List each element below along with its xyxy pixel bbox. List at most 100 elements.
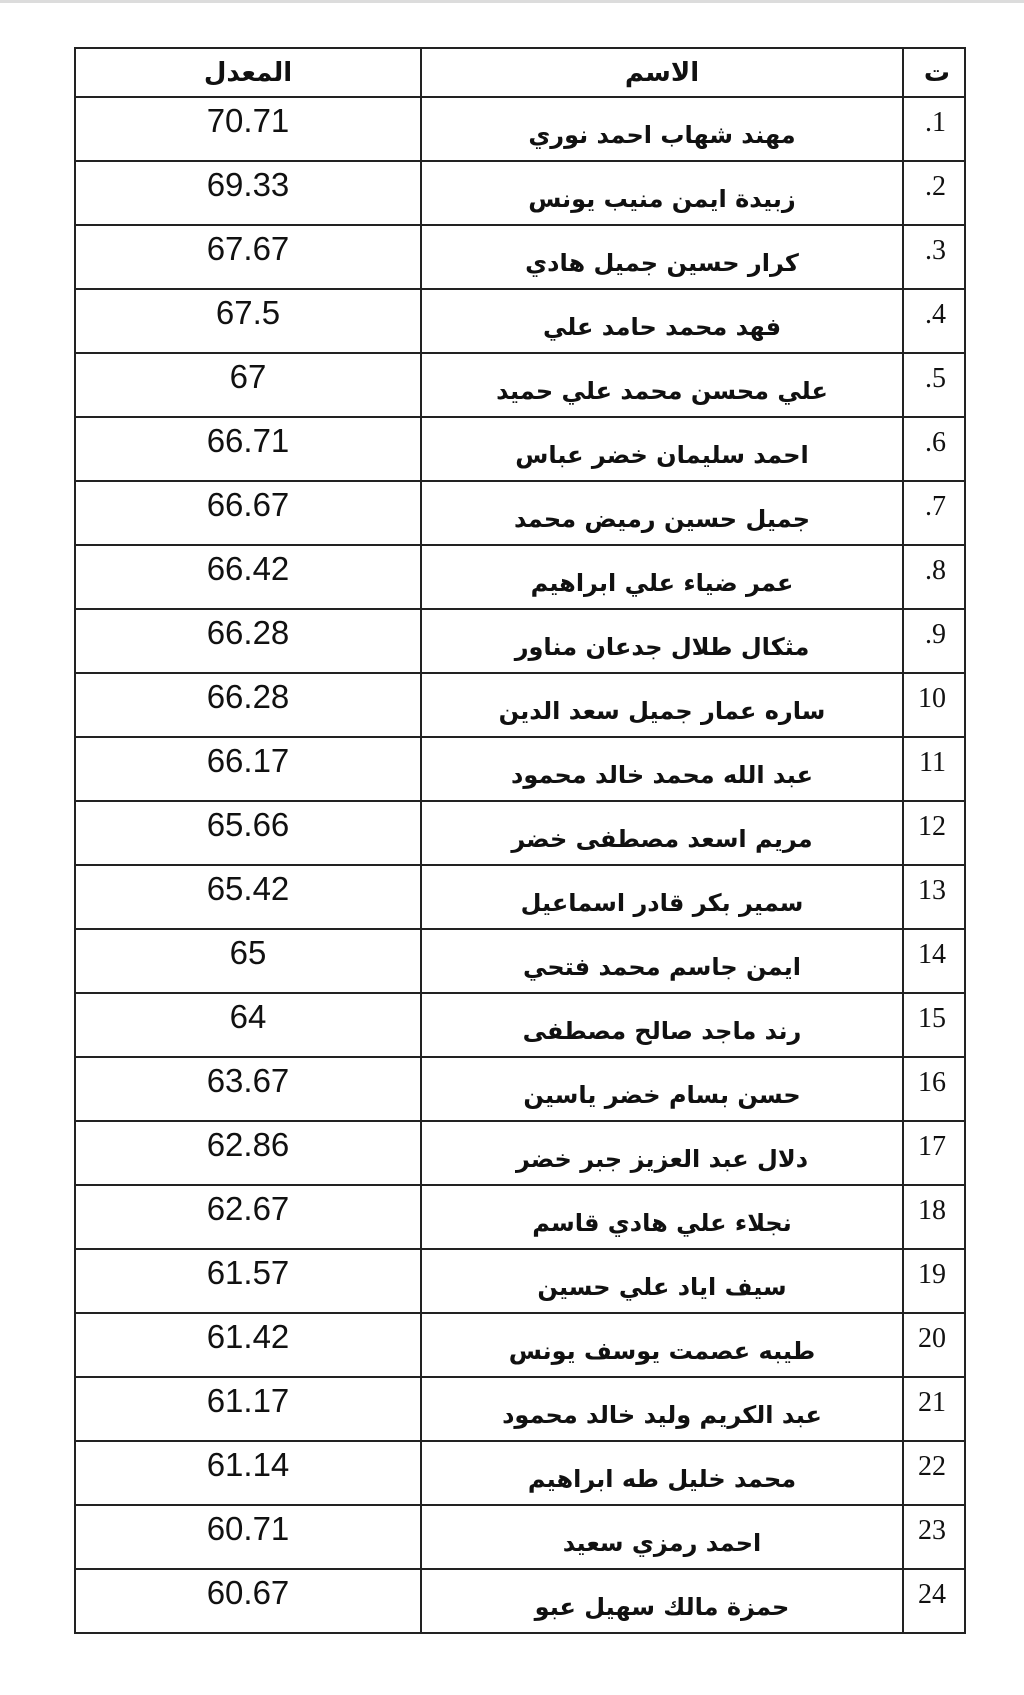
student-name: جميل حسين رميض محمد xyxy=(513,505,811,533)
index-cell: 2. xyxy=(902,160,966,226)
table-row: 61.17 عبد الكريم وليد خالد محمود 21 xyxy=(74,1376,966,1442)
index-cell: 14 xyxy=(902,928,966,994)
name-cell: رند ماجد صالح مصطفى xyxy=(420,992,904,1058)
index-cell: 24 xyxy=(902,1568,966,1634)
score-value: 66.67 xyxy=(206,486,290,523)
student-name: نجلاء علي هادي قاسم xyxy=(532,1209,792,1237)
score-value: 67.5 xyxy=(215,294,281,331)
score-cell: 62.67 xyxy=(74,1184,422,1250)
table-row: 65 ايمن جاسم محمد فتحي 14 xyxy=(74,928,966,994)
header-index-label: ت xyxy=(923,57,950,88)
index-cell: 18 xyxy=(902,1184,966,1250)
index-cell: 4. xyxy=(902,288,966,354)
student-name: علي محسن محمد علي حميد xyxy=(496,377,828,405)
table-row: 66.67 جميل حسين رميض محمد 7. xyxy=(74,480,966,546)
index-cell: 20 xyxy=(902,1312,966,1378)
name-cell: كرار حسين جميل هادي xyxy=(420,224,904,290)
name-cell: سمير بكر قادر اسماعيل xyxy=(420,864,904,930)
name-cell: ساره عمار جميل سعد الدين xyxy=(420,672,904,738)
score-value: 63.67 xyxy=(206,1062,290,1099)
score-value: 65.66 xyxy=(206,806,290,843)
table-row: 63.67 حسن بسام خضر ياسين 16 xyxy=(74,1056,966,1122)
score-cell: 63.67 xyxy=(74,1056,422,1122)
table-row: 65.66 مريم اسعد مصطفى خضر 12 xyxy=(74,800,966,866)
score-cell: 64 xyxy=(74,992,422,1058)
score-value: 64 xyxy=(229,998,267,1035)
row-number: 6. xyxy=(925,427,946,458)
name-cell: مريم اسعد مصطفى خضر xyxy=(420,800,904,866)
row-number: 23 xyxy=(918,1515,946,1546)
name-cell: علي محسن محمد علي حميد xyxy=(420,352,904,418)
row-number: 5. xyxy=(925,363,946,394)
index-cell: 5. xyxy=(902,352,966,418)
index-cell: 21 xyxy=(902,1376,966,1442)
index-cell: 23 xyxy=(902,1504,966,1570)
row-number: 18 xyxy=(918,1195,946,1226)
table-row: 60.67 حمزة مالك سهيل عبو 24 xyxy=(74,1568,966,1634)
table-row: 67.5 فهد محمد حامد علي 4. xyxy=(74,288,966,354)
score-cell: 61.17 xyxy=(74,1376,422,1442)
student-name: احمد رمزي سعيد xyxy=(562,1529,762,1557)
row-number: 19 xyxy=(918,1259,946,1290)
score-value: 61.57 xyxy=(206,1254,290,1291)
results-table: المعدل الاسم ت 70.71 مهند شهاب احمد نوري 1… xyxy=(74,47,966,1634)
table-row: 62.86 دلال عبد العزيز جبر خضر 17 xyxy=(74,1120,966,1186)
table-row: 60.71 احمد رمزي سعيد 23 xyxy=(74,1504,966,1570)
row-number: 14 xyxy=(918,939,946,970)
index-cell: 15 xyxy=(902,992,966,1058)
student-name: طيبه عصمت يوسف يونس xyxy=(508,1337,816,1365)
row-number: 12 xyxy=(918,811,946,842)
score-cell: 69.33 xyxy=(74,160,422,226)
student-name: ساره عمار جميل سعد الدين xyxy=(498,697,826,725)
row-number: 11 xyxy=(919,747,946,778)
row-number: 17 xyxy=(918,1131,946,1162)
score-cell: 60.67 xyxy=(74,1568,422,1634)
score-value: 70.71 xyxy=(206,102,290,139)
score-value: 65 xyxy=(229,934,267,971)
table-row: 64 رند ماجد صالح مصطفى 15 xyxy=(74,992,966,1058)
name-cell: زبيدة ايمن منيب يونس xyxy=(420,160,904,226)
score-value: 66.42 xyxy=(206,550,290,587)
score-value: 62.86 xyxy=(206,1126,290,1163)
row-number: 7. xyxy=(925,491,946,522)
score-cell: 61.42 xyxy=(74,1312,422,1378)
student-name: ايمن جاسم محمد فتحي xyxy=(523,953,801,981)
row-number: 3. xyxy=(925,235,946,266)
index-cell: 3. xyxy=(902,224,966,290)
row-number: 9. xyxy=(925,619,946,650)
row-number: 1. xyxy=(925,107,946,138)
score-cell: 60.71 xyxy=(74,1504,422,1570)
name-cell: مهند شهاب احمد نوري xyxy=(420,96,904,162)
index-cell: 22 xyxy=(902,1440,966,1506)
table-row: 61.14 محمد خليل طه ابراهيم 22 xyxy=(74,1440,966,1506)
name-cell: عبد الكريم وليد خالد محمود xyxy=(420,1376,904,1442)
score-cell: 66.17 xyxy=(74,736,422,802)
table-row: 66.17 عبد الله محمد خالد محمود 11 xyxy=(74,736,966,802)
score-cell: 66.28 xyxy=(74,672,422,738)
table-row: 67.67 كرار حسين جميل هادي 3. xyxy=(74,224,966,290)
score-value: 61.14 xyxy=(206,1446,290,1483)
row-number: 21 xyxy=(918,1387,946,1418)
score-cell: 61.57 xyxy=(74,1248,422,1314)
name-cell: حمزة مالك سهيل عبو xyxy=(420,1568,904,1634)
score-cell: 65 xyxy=(74,928,422,994)
student-name: مهند شهاب احمد نوري xyxy=(528,121,796,149)
row-number: 15 xyxy=(918,1003,946,1034)
name-cell: عمر ضياء علي ابراهيم xyxy=(420,544,904,610)
index-cell: 10 xyxy=(902,672,966,738)
score-cell: 62.86 xyxy=(74,1120,422,1186)
index-cell: 16 xyxy=(902,1056,966,1122)
name-cell: طيبه عصمت يوسف يونس xyxy=(420,1312,904,1378)
student-name: مثكال طلال جدعان مناور xyxy=(514,633,810,661)
table-row: 70.71 مهند شهاب احمد نوري 1. xyxy=(74,96,966,162)
score-cell: 65.42 xyxy=(74,864,422,930)
score-cell: 66.28 xyxy=(74,608,422,674)
score-cell: 66.71 xyxy=(74,416,422,482)
name-cell: عبد الله محمد خالد محمود xyxy=(420,736,904,802)
student-name: عبد الكريم وليد خالد محمود xyxy=(502,1401,822,1429)
row-number: 20 xyxy=(918,1323,946,1354)
table-row: 66.42 عمر ضياء علي ابراهيم 8. xyxy=(74,544,966,610)
student-name: سيف اياد علي حسين xyxy=(537,1273,787,1301)
score-cell: 67.67 xyxy=(74,224,422,290)
name-cell: حسن بسام خضر ياسين xyxy=(420,1056,904,1122)
